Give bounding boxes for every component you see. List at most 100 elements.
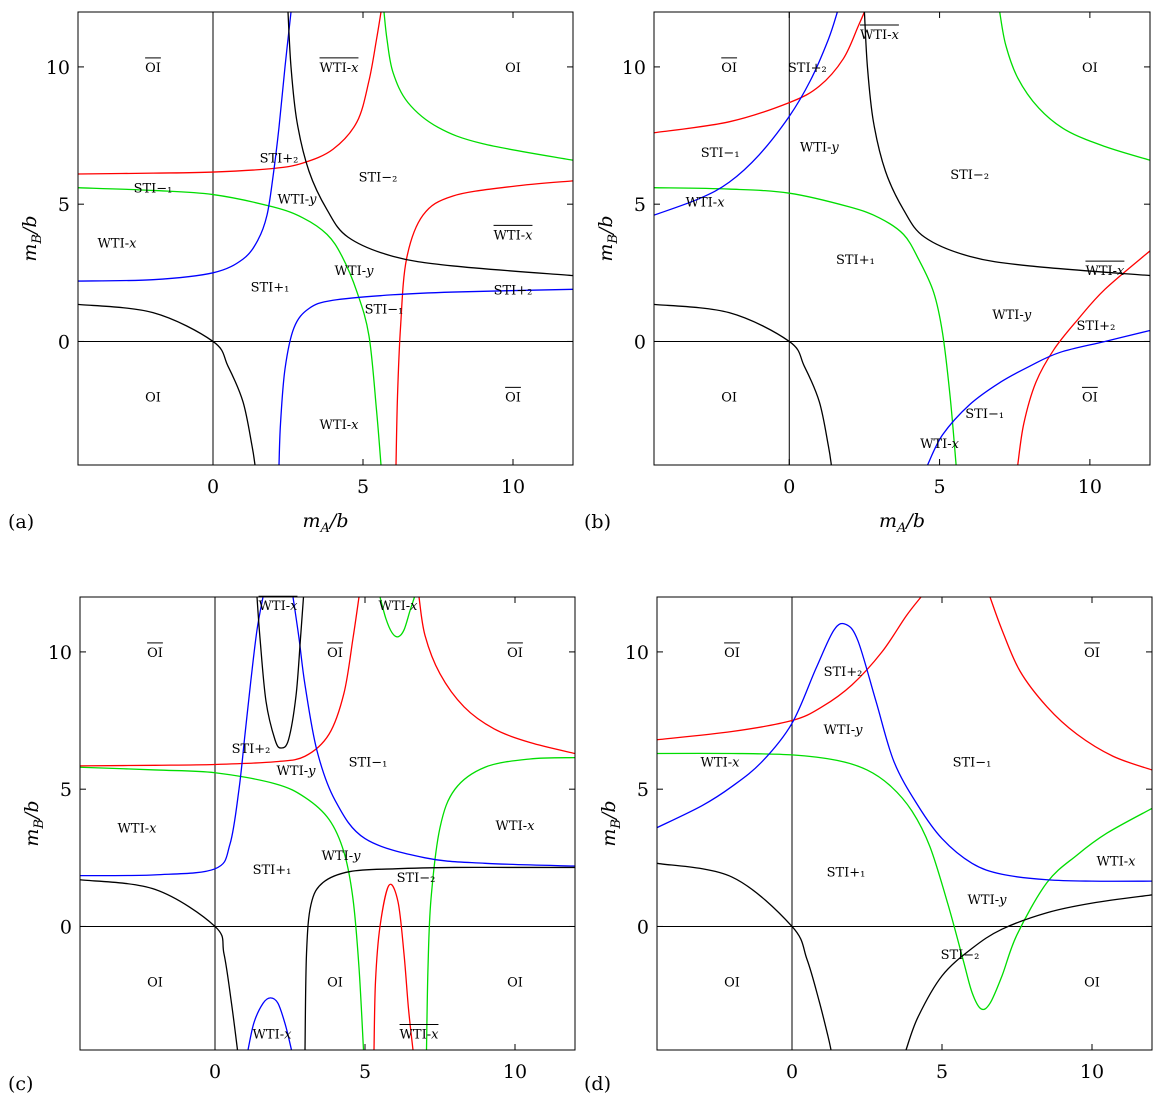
curve-series-1-branch-0 (80, 766, 365, 1050)
region-label: WTI-x (701, 756, 741, 771)
curve-series-1-branch-1 (425, 756, 575, 1050)
panel-label: (d) (584, 1073, 611, 1095)
region-label: WTI-y (992, 308, 1032, 323)
curve-series-2-branch-0 (657, 622, 1152, 882)
curves (657, 597, 1152, 1050)
region-label: WTI-y (968, 893, 1008, 908)
y-axis-label: mB/b (595, 215, 621, 261)
panel-label: (b) (584, 511, 611, 533)
curve-series-0-branch-1 (989, 597, 1152, 771)
curve-series-3-branch-0 (657, 862, 832, 1050)
curve-series-2-branch-0 (80, 597, 264, 877)
plot-frame (79, 596, 576, 1051)
plot-frame (77, 11, 574, 466)
x-tick-label: 5 (936, 1061, 948, 1083)
y-tick-label: 10 (48, 642, 72, 664)
x-tick-label: 10 (503, 1061, 527, 1083)
region-label: WTI-y (800, 141, 840, 156)
curves (654, 12, 1150, 465)
region-label: STI+₂ (788, 61, 827, 76)
curve-series-1-branch-2 (379, 597, 416, 638)
region-label: WTI-x (860, 28, 900, 43)
region-label: OI (724, 975, 740, 990)
x-tick-label: 0 (207, 476, 219, 498)
y-axis-label: mB/b (598, 800, 624, 846)
region-label: OI (724, 646, 740, 661)
panel-label: (c) (8, 1073, 33, 1095)
region-label: STI+₂ (1076, 319, 1115, 334)
x-tick-label: 0 (786, 1061, 798, 1083)
region-label: WTI-x (494, 228, 534, 243)
curve-series-0-branch-0 (654, 12, 866, 134)
curve-series-2-branch-2 (247, 997, 293, 1050)
y-tick-label: 0 (58, 331, 70, 353)
y-tick-label: 5 (637, 779, 649, 801)
curve-series-1-branch-0 (657, 752, 1152, 1011)
region-label: STI−₁ (953, 756, 992, 771)
x-tick-label: 5 (357, 476, 369, 498)
region-label: OI (145, 390, 161, 405)
curve-series-3-branch-1 (905, 894, 1152, 1050)
region-label: STI+₁ (251, 281, 290, 296)
curve-series-2-branch-1 (278, 288, 573, 465)
region-label: OI (327, 975, 343, 990)
region-label: OI (721, 390, 737, 405)
curve-series-1-branch-1 (383, 12, 573, 161)
region-label: STI+₁ (836, 253, 875, 268)
x-axis-label: mA/b (879, 510, 925, 536)
curve-series-1-branch-1 (999, 12, 1150, 161)
curve-series-0-branch-0 (80, 597, 360, 767)
panel-d: 0 5 10 0 5 10 mA/b mB/b OI OI STI+₂ WTI-y STI−₁ WTI-x… (584, 596, 1153, 1098)
y-tick-label: 10 (622, 57, 646, 79)
curve-series-0-branch-1 (395, 180, 573, 465)
region-label: OI (147, 646, 163, 661)
curve-series-3-branch-1 (863, 12, 1150, 277)
curve-series-0-branch-0 (78, 12, 382, 175)
region-label: STI−₂ (397, 871, 436, 886)
x-tick-label: 5 (934, 476, 946, 498)
region-label: WTI-x (1085, 264, 1125, 279)
x-tick-label: 0 (783, 476, 795, 498)
curve-series-3-branch-0 (80, 879, 239, 1050)
y-axis-label: mB/b (21, 800, 47, 846)
curve-series-1-branch-0 (78, 187, 382, 465)
region-label: OI (1084, 646, 1100, 661)
region-label: STI+₂ (494, 283, 533, 298)
x-axis-label: mA/b (305, 1095, 351, 1098)
region-label: WTI-x (118, 822, 158, 837)
region-label: STI−₁ (365, 303, 404, 318)
curve-series-2-branch-0 (78, 12, 292, 282)
x-axis-label: mA/b (882, 1095, 928, 1098)
curves (78, 12, 573, 465)
region-label: WTI-x (1097, 855, 1137, 870)
y-tick-label: 0 (637, 916, 649, 938)
region-label: STI−₂ (950, 168, 989, 183)
curve-series-2-branch-0 (654, 12, 838, 216)
region-label: OI (721, 61, 737, 76)
curve-series-2-branch-1 (292, 597, 575, 867)
region-label: STI−₂ (359, 171, 398, 186)
region-label: STI+₂ (232, 742, 271, 757)
region-label: STI−₂ (941, 948, 980, 963)
region-label: WTI-x (686, 195, 726, 210)
y-tick-label: 5 (634, 194, 646, 216)
region-label: WTI-x (320, 61, 360, 76)
region-label: STI+₁ (253, 863, 292, 878)
region-label: WTI-y (824, 723, 864, 738)
region-label: OI (147, 975, 163, 990)
curve-series-3-branch-1 (287, 12, 573, 277)
plot-frame (656, 596, 1153, 1051)
curves (80, 597, 575, 1050)
region-label: WTI-y (277, 764, 317, 779)
y-tick-label: 10 (46, 57, 70, 79)
x-tick-label: 0 (209, 1061, 221, 1083)
region-label: OI (1084, 975, 1100, 990)
curve-series-0-branch-1 (418, 597, 575, 755)
region-label: WTI-y (322, 849, 362, 864)
region-label: WTI-x (920, 437, 960, 452)
region-label: WTI-x (400, 1028, 440, 1043)
region-label: STI+₁ (827, 866, 866, 881)
region-label: OI (1082, 390, 1098, 405)
region-label: OI (1082, 61, 1098, 76)
